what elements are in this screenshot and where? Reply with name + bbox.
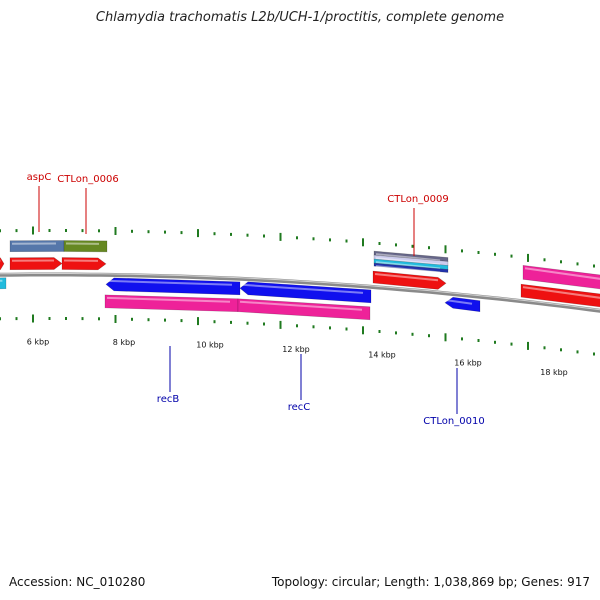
scale-tick-label: 16 kbp bbox=[454, 359, 482, 368]
feature-aspc-box bbox=[9, 240, 65, 252]
scale-tick-label: 10 kbp bbox=[196, 341, 224, 350]
feature-ctlon-0009-band-4-highlight bbox=[375, 265, 441, 274]
genome-backbone-highlight bbox=[0, 273, 600, 311]
gene-recb-highlight bbox=[107, 279, 233, 286]
gene-label-ctlon-0010: CTLon_0010 bbox=[423, 416, 484, 427]
gene-label-ctlon-0006: CTLon_0006 bbox=[57, 174, 118, 185]
feature-recc-box-highlight bbox=[239, 300, 363, 311]
gene-recb bbox=[105, 277, 241, 296]
gene-recc-highlight bbox=[241, 283, 364, 294]
gene-right-edge-highlight bbox=[522, 286, 600, 299]
gene-ctlon-0010 bbox=[444, 296, 481, 313]
scale-tick-label: 18 kbp bbox=[540, 368, 568, 377]
feature-ctlon-0009-band-1 bbox=[373, 250, 449, 262]
feature-ctlon-0009-band-3 bbox=[373, 258, 449, 270]
feature-ctlon-0009-band-3-highlight bbox=[375, 261, 441, 270]
gene-right-edge bbox=[520, 283, 600, 308]
map-title: Chlamydia trachomatis L2b/UCH-1/proctiti… bbox=[95, 10, 505, 25]
scale-tick-label: 8 kbp bbox=[113, 338, 135, 347]
gene-label-aspc: aspC bbox=[27, 172, 52, 183]
feature-ctlon-0009-band-1-highlight bbox=[375, 253, 441, 262]
gene-left-edge-cyan bbox=[0, 277, 7, 290]
accession-text: Accession: NC_010280 bbox=[9, 575, 146, 589]
scale-tick-label: 14 kbp bbox=[368, 351, 396, 360]
gene-ctlon-0009 bbox=[372, 270, 447, 290]
gene-label-recc: recC bbox=[288, 402, 311, 413]
gene-aspc bbox=[9, 257, 63, 270]
gene-ctlon-0010-highlight bbox=[446, 299, 473, 305]
gene-ctlon-0006 bbox=[61, 257, 107, 271]
gene-recc bbox=[239, 281, 372, 304]
feature-right-edge-magenta bbox=[522, 265, 600, 290]
gene-left-edge bbox=[0, 257, 5, 271]
gene-label-ctlon-0009: CTLon_0009 bbox=[387, 194, 448, 205]
gene-label-recb: recB bbox=[157, 394, 180, 405]
feature-ctlon-0009-band-4 bbox=[373, 262, 449, 273]
genome-backbone bbox=[0, 272, 600, 313]
feature-recb-box-highlight bbox=[106, 296, 231, 303]
genome-summary-text: Topology: circular; Length: 1,038,869 bp… bbox=[271, 575, 590, 589]
feature-recc-box bbox=[237, 298, 371, 321]
scale-tick-label: 12 kbp bbox=[282, 345, 310, 354]
feature-ctlon-0009-band-2-highlight bbox=[375, 257, 441, 266]
feature-right-edge-magenta-highlight bbox=[524, 267, 600, 280]
feature-recb-box bbox=[104, 294, 239, 313]
feature-ctlon-0009-band-2 bbox=[373, 254, 449, 266]
gene-ctlon-0009-highlight bbox=[374, 273, 439, 282]
feature-ctlon-0006-box bbox=[63, 240, 108, 253]
scale-tick-label: 6 kbp bbox=[27, 338, 49, 347]
